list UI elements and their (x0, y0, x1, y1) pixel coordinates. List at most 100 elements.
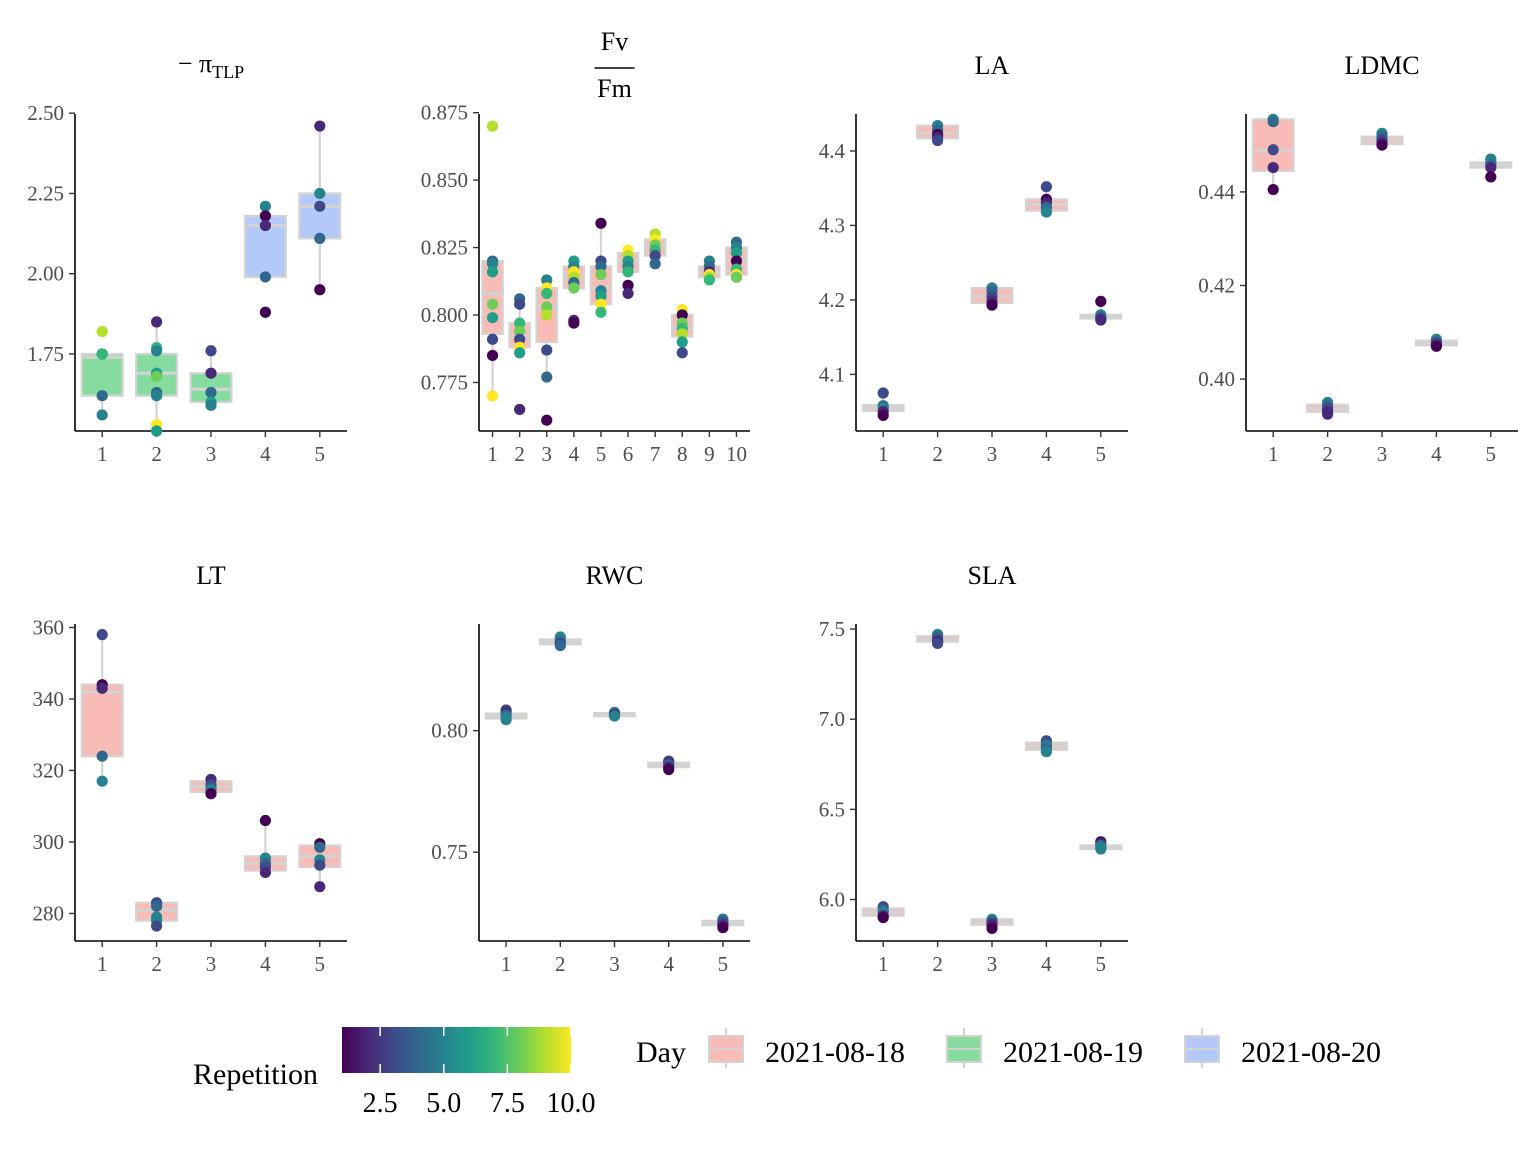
data-point (259, 219, 271, 232)
y-tick-label: 4.1 (819, 362, 845, 386)
data-point (486, 266, 499, 278)
data-point (486, 120, 499, 132)
panel-6: RWC 0.75 0.80 1 2 3 4 5 (431, 561, 750, 976)
y-tick-label: 4.4 (819, 139, 846, 163)
data-point (96, 775, 108, 787)
x-tick-label: 4 (569, 442, 580, 466)
data-point (541, 414, 553, 426)
data-point (259, 210, 271, 222)
data-point (514, 317, 526, 329)
data-point (96, 390, 108, 402)
data-point (205, 367, 217, 379)
x-tick-label: 3 (609, 952, 620, 976)
x-tick-label: 3 (206, 952, 217, 976)
panel-title: RWC (586, 561, 644, 590)
x-tick-label: 4 (1041, 952, 1052, 976)
data-point (877, 911, 889, 924)
y-tick-label: 0.850 (421, 168, 468, 192)
data-point (541, 274, 553, 286)
x-tick-label: 5 (315, 952, 326, 976)
y-tick-label: 0.875 (421, 101, 468, 125)
x-tick-label: 1 (1268, 442, 1279, 466)
x-tick-label: 3 (542, 442, 553, 466)
data-point (595, 290, 607, 302)
data-point (486, 298, 499, 310)
data-point (314, 881, 326, 893)
y-tick-label: 300 (33, 830, 65, 854)
day-legend: Day 2021-08-18 2021-08-19 2021-08-20 (636, 1028, 1381, 1069)
data-point (1376, 139, 1388, 151)
y-tick-label: 320 (33, 758, 65, 782)
data-point (595, 298, 607, 310)
data-point (259, 866, 271, 878)
data-point (595, 260, 607, 273)
panel-title: LA (975, 51, 1010, 80)
data-point (259, 271, 271, 283)
data-point (314, 200, 326, 212)
data-point (541, 344, 553, 356)
data-point (1040, 181, 1052, 193)
data-point (730, 255, 743, 267)
y-tick-label: 2.00 (27, 262, 64, 286)
box-iqr (80, 683, 124, 758)
data-point (608, 710, 621, 722)
data-point (151, 900, 163, 912)
data-point (676, 309, 688, 321)
data-point (205, 399, 217, 411)
data-point (1430, 340, 1442, 352)
panel-1: − πTLP 1.75 2.00 2.25 2.50 1 2 3 4 5 (27, 49, 347, 466)
data-point (259, 814, 271, 827)
x-tick-label: 6 (623, 442, 634, 466)
data-point (541, 287, 553, 300)
x-tick-label: 4 (260, 442, 271, 466)
data-point (486, 258, 499, 270)
panel-title: LT (196, 561, 225, 590)
data-point (1095, 314, 1107, 326)
y-tick-label: 0.775 (421, 370, 468, 394)
y-tick-label: 4.2 (819, 288, 845, 312)
y-tick-label: 2.50 (27, 101, 64, 125)
data-point (514, 325, 526, 337)
data-point (676, 328, 688, 340)
x-tick-label: 1 (878, 442, 889, 466)
data-point (314, 232, 326, 244)
x-tick-label: 5 (596, 442, 607, 466)
repetition-colorbar (342, 1027, 571, 1073)
x-tick-label: 1 (97, 442, 108, 466)
data-point (151, 316, 163, 328)
x-tick-label: 4 (1431, 442, 1442, 466)
data-point (730, 271, 743, 283)
x-tick-label: 2 (932, 442, 943, 466)
panel-title-numerator: Fv (601, 27, 628, 56)
y-tick-label: 6.0 (819, 888, 845, 912)
day-legend-key: 2021-08-18 (708, 1028, 905, 1069)
colorbar-tick-label: 10.0 (547, 1088, 596, 1119)
data-point (205, 345, 217, 357)
y-tick-label: 280 (33, 901, 65, 925)
x-tick-label: 3 (987, 952, 998, 976)
x-tick-label: 3 (206, 442, 217, 466)
x-tick-label: 5 (1096, 952, 1107, 976)
colorbar-tick-label: 5.0 (426, 1088, 461, 1119)
colorbar-tick-label: 2.5 (363, 1088, 398, 1119)
data-point (514, 403, 526, 416)
day-legend-label: 2021-08-19 (1003, 1036, 1143, 1069)
panel-title: SLA (967, 561, 1016, 590)
data-point (1322, 408, 1334, 420)
day-legend-label: 2021-08-20 (1241, 1036, 1381, 1069)
data-point (1485, 161, 1497, 174)
panel-5: LT 280 300 320 340 360 1 2 3 4 5 (33, 561, 347, 976)
x-tick-label: 2 (555, 952, 566, 976)
x-tick-label: 4 (260, 952, 271, 976)
x-tick-label: 1 (97, 952, 108, 976)
data-point (717, 922, 729, 934)
y-tick-label: 0.40 (1198, 367, 1235, 391)
box-iqr (80, 352, 124, 397)
x-tick-label: 1 (878, 952, 889, 976)
data-point (541, 301, 553, 313)
data-point (314, 841, 326, 853)
data-point (932, 637, 944, 650)
panel-title: LDMC (1344, 51, 1419, 80)
data-point (986, 922, 998, 934)
data-point (259, 200, 271, 212)
